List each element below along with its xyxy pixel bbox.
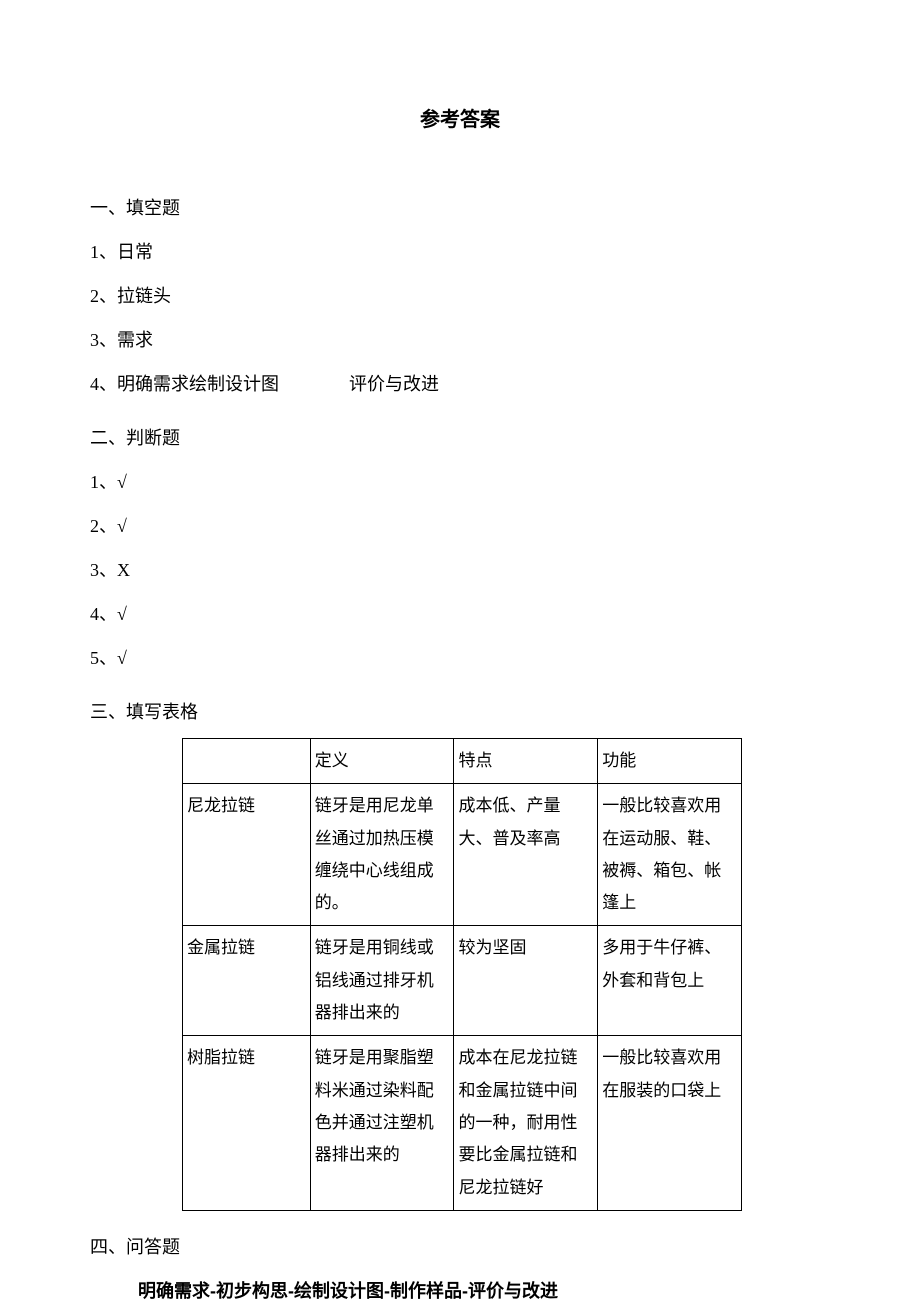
table-row: 金属拉链 链牙是用铜线或铝线通过排牙机器排出来的 较为坚固 多用于牛仔裤、外套和… <box>183 926 742 1036</box>
table-cell: 链牙是用铜线或铝线通过排牙机器排出来的 <box>310 926 454 1036</box>
table-cell: 树脂拉链 <box>183 1036 311 1210</box>
table-cell: 多用于牛仔裤、外套和背包上 <box>598 926 742 1036</box>
judge-item: 4、√ <box>90 596 830 632</box>
section-4-heading: 四、问答题 <box>90 1229 830 1265</box>
judge-item: 3、X <box>90 552 830 588</box>
table-cell: 一般比较喜欢用在服装的口袋上 <box>598 1036 742 1210</box>
fill-blank-item: 1、日常 <box>90 234 830 270</box>
page-title: 参考答案 <box>90 100 830 140</box>
table-cell: 链牙是用尼龙单丝通过加热压模缠绕中心线组成的。 <box>310 784 454 926</box>
zipper-table-wrap: 定义 特点 功能 尼龙拉链 链牙是用尼龙单丝通过加热压模缠绕中心线组成的。 成本… <box>182 738 830 1211</box>
fill-blank-part-a: 4、明确需求绘制设计图 <box>90 374 279 394</box>
table-cell: 成本在尼龙拉链和金属拉链中间的一种，耐用性要比金属拉链和尼龙拉链好 <box>454 1036 598 1210</box>
judge-item: 5、√ <box>90 640 830 676</box>
table-cell: 链牙是用聚脂塑料米通过染料配色并通过注塑机器排出来的 <box>310 1036 454 1210</box>
section-2-heading: 二、判断题 <box>90 420 830 456</box>
table-row: 尼龙拉链 链牙是用尼龙单丝通过加热压模缠绕中心线组成的。 成本低、产量大、普及率… <box>183 784 742 926</box>
fill-blank-item: 2、拉链头 <box>90 278 830 314</box>
qa-answer: 明确需求-初步构思-绘制设计图-制作样品-评价与改进 <box>138 1273 830 1309</box>
table-cell: 金属拉链 <box>183 926 311 1036</box>
judge-item: 1、√ <box>90 464 830 500</box>
judge-item: 2、√ <box>90 508 830 544</box>
table-row: 树脂拉链 链牙是用聚脂塑料米通过染料配色并通过注塑机器排出来的 成本在尼龙拉链和… <box>183 1036 742 1210</box>
table-cell: 成本低、产量大、普及率高 <box>454 784 598 926</box>
fill-blank-item: 3、需求 <box>90 322 830 358</box>
section-3-heading: 三、填写表格 <box>90 694 830 730</box>
zipper-table: 定义 特点 功能 尼龙拉链 链牙是用尼龙单丝通过加热压模缠绕中心线组成的。 成本… <box>182 738 742 1211</box>
table-header-cell: 特点 <box>454 739 598 784</box>
table-row: 定义 特点 功能 <box>183 739 742 784</box>
table-cell: 一般比较喜欢用在运动服、鞋、被褥、箱包、帐篷上 <box>598 784 742 926</box>
section-1-heading: 一、填空题 <box>90 190 830 226</box>
table-header-cell: 定义 <box>310 739 454 784</box>
table-header-cell: 功能 <box>598 739 742 784</box>
table-cell: 尼龙拉链 <box>183 784 311 926</box>
table-cell <box>183 739 311 784</box>
fill-blank-item: 4、明确需求绘制设计图 评价与改进 <box>90 366 830 402</box>
table-cell: 较为坚固 <box>454 926 598 1036</box>
fill-blank-part-b: 评价与改进 <box>349 374 439 394</box>
